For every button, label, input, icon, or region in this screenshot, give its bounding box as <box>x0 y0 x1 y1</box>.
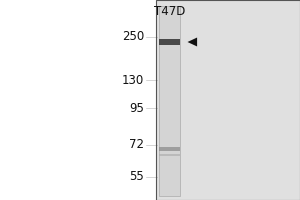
Bar <box>156 0 300 200</box>
Text: 95: 95 <box>129 102 144 114</box>
Bar <box>159 154 180 156</box>
Bar <box>159 6 180 196</box>
Bar <box>156 0 300 200</box>
Text: 55: 55 <box>129 170 144 184</box>
Bar <box>159 39 180 45</box>
Text: 130: 130 <box>122 73 144 86</box>
Text: T47D: T47D <box>154 5 185 18</box>
Polygon shape <box>188 38 197 46</box>
Text: 250: 250 <box>122 30 144 44</box>
Text: 72: 72 <box>129 138 144 152</box>
Bar <box>159 147 180 151</box>
